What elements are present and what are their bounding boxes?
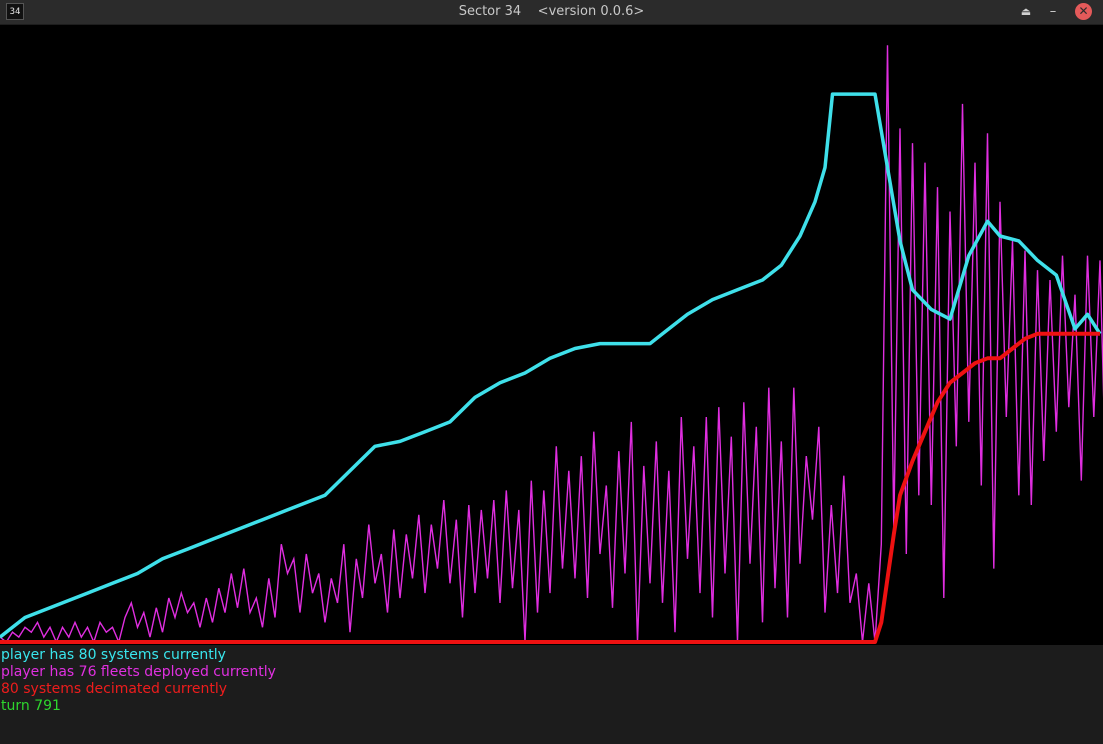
title-bar[interactable]: 34 Sector 34 <version 0.0.6> ⏏ – ✕: [0, 0, 1103, 25]
systems-series-line: [0, 92, 1102, 639]
window-title: Sector 34 <version 0.0.6>: [458, 4, 645, 19]
turn-counter: turn 791: [1, 698, 61, 714]
close-button[interactable]: ✕: [1075, 3, 1092, 20]
history-graph-svg: [0, 45, 1103, 645]
decimated-series-line: [0, 331, 1100, 644]
fleets-status: player has 76 fleets deployed currently: [1, 664, 276, 680]
decimated-status: 80 systems decimated currently: [1, 681, 228, 697]
history-graph: [0, 25, 1103, 645]
systems-status: player has 80 systems currently: [1, 647, 226, 663]
minimize-button[interactable]: –: [1049, 4, 1057, 19]
fleets-series-line: [0, 45, 1103, 645]
app-icon: 34: [6, 3, 24, 20]
status-panel: player has 80 systems currently player h…: [0, 645, 1103, 744]
eject-button[interactable]: ⏏: [1020, 5, 1032, 18]
